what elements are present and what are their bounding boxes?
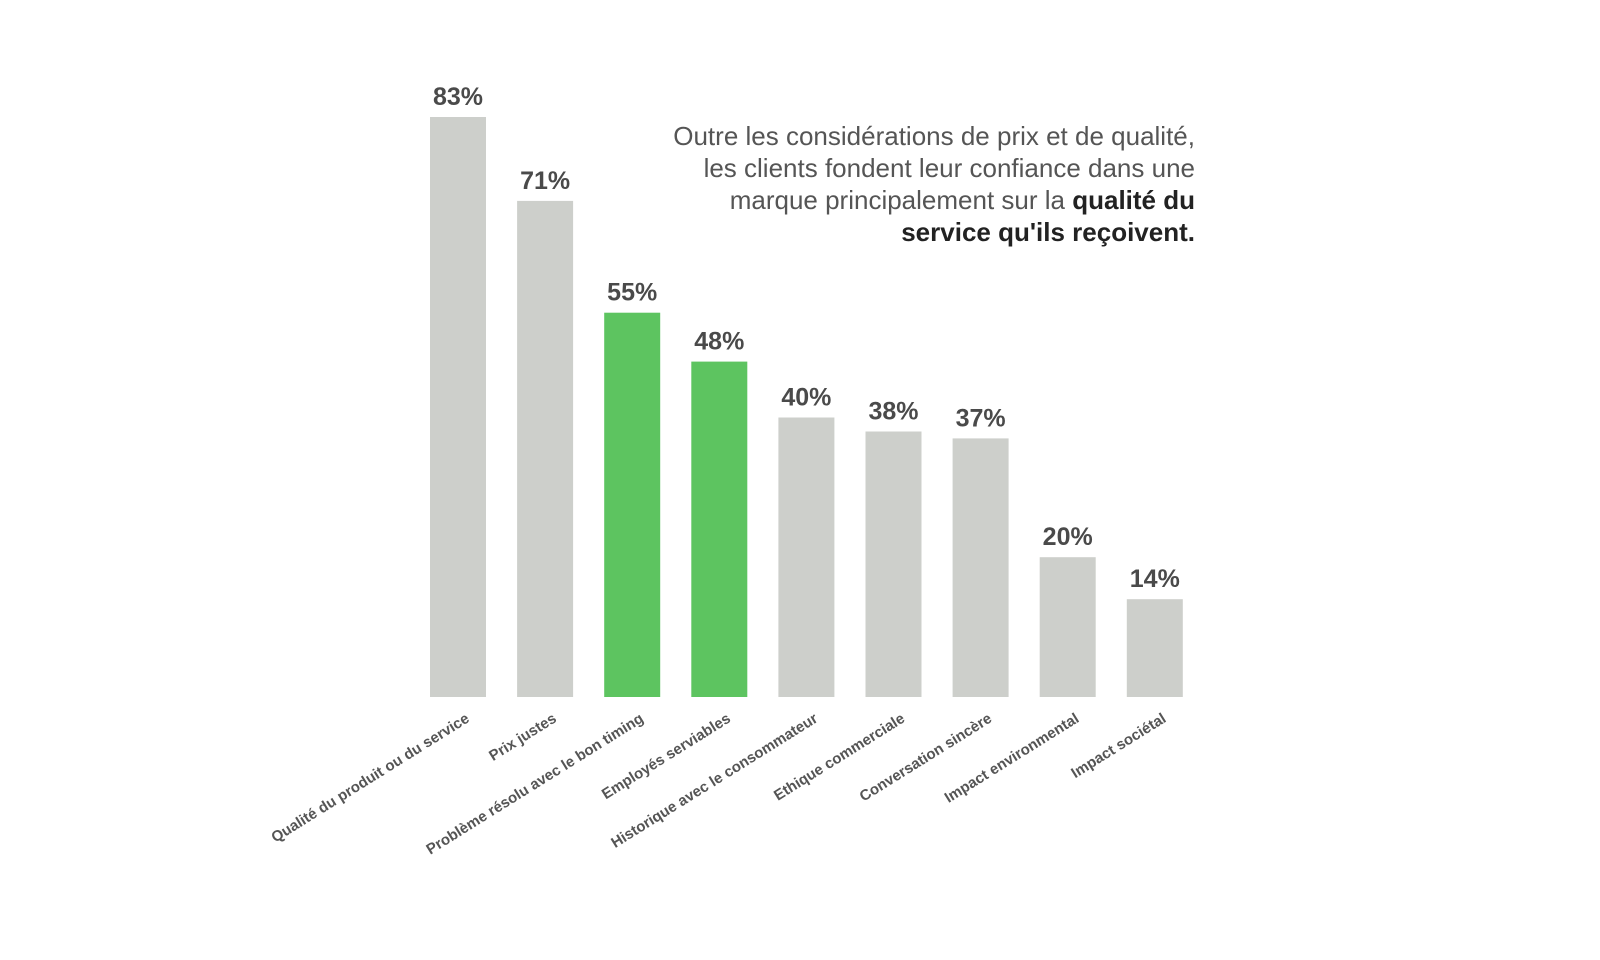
bar-value-label-2: 71% — [520, 167, 570, 195]
bar-5 — [778, 417, 835, 697]
category-labels-layer: Qualité du produit ou du service Prix jus… — [268, 710, 1169, 858]
bar-value-label-9: 14% — [1130, 565, 1180, 593]
bar-8 — [1039, 557, 1096, 697]
value-labels-layer: 83% 71% 55% 48% 40% 38% 37% 20% 14% — [433, 83, 1180, 593]
bar-9 — [1126, 599, 1183, 697]
bar-value-label-6: 38% — [868, 398, 918, 426]
bar-4 — [691, 361, 748, 697]
bar-value-label-8: 20% — [1043, 523, 1093, 551]
bar-2 — [517, 200, 574, 697]
bar-value-label-1: 83% — [433, 83, 483, 111]
annotation-lead: Outre les considérations de prix et de q… — [673, 121, 1195, 215]
bar-3 — [604, 312, 661, 697]
bar-6 — [865, 431, 922, 697]
bars-layer — [430, 117, 1183, 697]
bar-value-label-3: 55% — [607, 279, 657, 307]
annotation-emphasis: qualité du service qu'ils reçoivent. — [901, 185, 1195, 247]
bar-value-label-7: 37% — [956, 404, 1006, 432]
bar-value-label-4: 48% — [694, 328, 744, 356]
category-label-2: Prix justes — [486, 710, 559, 765]
bar-value-label-5: 40% — [781, 384, 831, 412]
category-label-1: Qualité du produit ou du service — [268, 710, 472, 846]
bar-7 — [952, 438, 1009, 697]
chart-annotation: Outre les considérations de prix et de q… — [635, 120, 1195, 248]
bar-1 — [430, 117, 486, 697]
category-label-9: Impact sociétal — [1068, 710, 1169, 782]
